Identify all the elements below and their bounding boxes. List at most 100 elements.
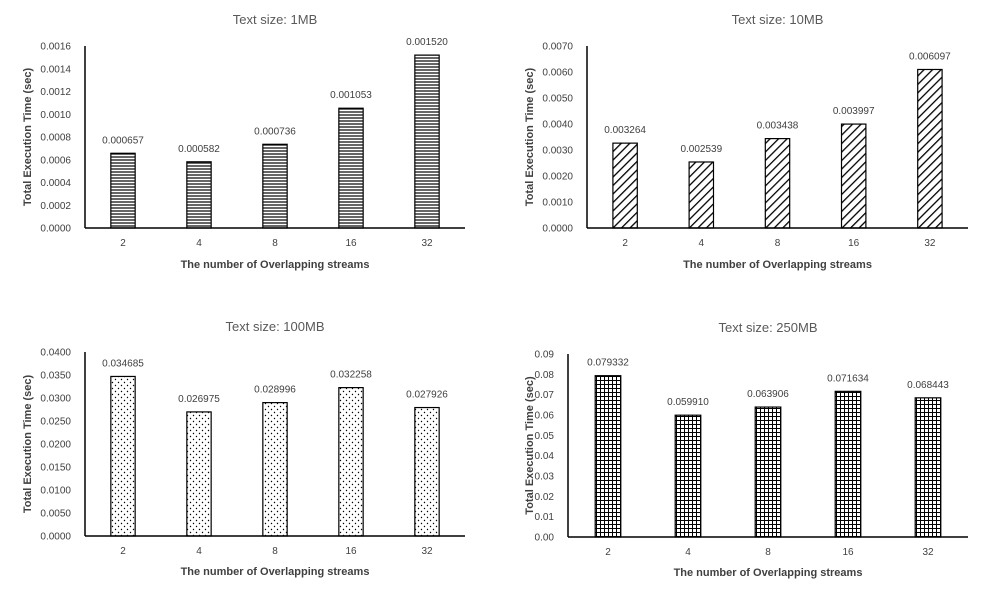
data-label: 0.003438 <box>757 121 799 132</box>
data-label: 0.000657 <box>102 135 144 146</box>
chart-title: Text size: 10MB <box>732 12 824 27</box>
bar <box>414 54 440 229</box>
y-tick-label: 0.02 <box>535 492 555 503</box>
bar <box>338 387 364 537</box>
y-tick-label: 0.0016 <box>40 42 71 53</box>
x-tick-label: 2 <box>622 238 628 249</box>
y-tick-label: 0.0010 <box>40 110 71 121</box>
y-tick-label: 0.0000 <box>542 224 573 235</box>
chart-250mb: Text size: 250MB The number of Overlappi… <box>524 320 968 579</box>
data-label: 0.034685 <box>102 358 144 369</box>
y-tick-label: 0.0002 <box>40 201 71 212</box>
y-tick-label: 0.08 <box>535 370 555 381</box>
y-tick-label: 0.0100 <box>40 486 71 497</box>
x-axis-label: The number of Overlapping streams <box>683 259 872 271</box>
x-tick-label: 4 <box>699 238 705 249</box>
y-tick-label: 0.05 <box>535 431 555 442</box>
y-tick-label: 0.06 <box>535 411 555 422</box>
bar <box>262 143 288 229</box>
y-tick-label: 0.0040 <box>542 120 573 131</box>
x-tick-label: 8 <box>765 547 771 558</box>
bar <box>110 375 136 537</box>
data-label: 0.003264 <box>604 125 646 136</box>
bar <box>840 123 867 229</box>
bar <box>834 390 862 538</box>
y-tick-label: 0.0200 <box>40 440 71 451</box>
y-axis-label: Total Execution Time (sec) <box>524 67 536 206</box>
bar <box>674 414 702 538</box>
bar <box>338 107 364 229</box>
x-axis-label: The number of Overlapping streams <box>181 259 370 271</box>
y-tick-label: 0.0030 <box>542 146 573 157</box>
y-axis-label: Total Execution Time (sec) <box>22 374 34 513</box>
chart-1mb: Text size: 1MB The number of Overlapping… <box>22 12 465 271</box>
x-tick-label: 32 <box>922 547 934 558</box>
y-tick-label: 0.0070 <box>542 42 573 53</box>
bar <box>186 161 212 229</box>
data-label: 0.002539 <box>680 144 722 155</box>
x-tick-label: 2 <box>120 238 126 249</box>
x-axis-label: The number of Overlapping streams <box>181 566 370 578</box>
y-axis-label: Total Execution Time (sec) <box>22 67 34 206</box>
bar <box>110 152 136 229</box>
x-tick-label: 2 <box>120 546 126 557</box>
x-tick-label: 4 <box>196 238 202 249</box>
x-tick-label: 8 <box>775 238 781 249</box>
data-label: 0.006097 <box>909 51 951 62</box>
y-tick-label: 0.0000 <box>40 224 71 235</box>
x-tick-label: 32 <box>924 238 936 249</box>
chart-10mb: Text size: 10MB The number of Overlappin… <box>524 12 968 271</box>
chart-title: Text size: 100MB <box>226 319 325 334</box>
x-tick-label: 32 <box>421 238 433 249</box>
data-label: 0.028996 <box>254 385 296 396</box>
bar <box>688 161 715 229</box>
y-tick-label: 0.00 <box>535 533 555 544</box>
y-tick-label: 0.0008 <box>40 133 71 144</box>
bar <box>186 411 212 537</box>
bar <box>764 138 791 229</box>
y-tick-label: 0.0020 <box>542 172 573 183</box>
x-tick-label: 32 <box>421 546 433 557</box>
data-label: 0.000582 <box>178 144 220 155</box>
chart-100mb: Text size: 100MB The number of Overlappi… <box>22 319 465 578</box>
x-tick-label: 16 <box>345 238 357 249</box>
y-tick-label: 0.04 <box>535 451 555 462</box>
data-label: 0.032258 <box>330 370 372 381</box>
data-label: 0.027926 <box>406 390 448 401</box>
bar <box>754 406 782 538</box>
data-label: 0.000736 <box>254 126 296 137</box>
data-label: 0.071634 <box>827 373 869 384</box>
y-tick-label: 0.0250 <box>40 417 71 428</box>
data-label: 0.063906 <box>747 389 789 400</box>
y-tick-label: 0.0400 <box>40 348 71 359</box>
y-tick-label: 0.0050 <box>542 94 573 105</box>
data-label: 0.026975 <box>178 394 220 405</box>
x-tick-label: 4 <box>685 547 691 558</box>
bar <box>612 142 638 229</box>
y-tick-label: 0.0000 <box>40 532 71 543</box>
y-tick-label: 0.0010 <box>542 198 573 209</box>
data-label: 0.001053 <box>330 90 372 101</box>
data-label: 0.001520 <box>406 37 448 48</box>
x-tick-label: 16 <box>345 546 357 557</box>
bar <box>262 402 288 537</box>
y-tick-label: 0.07 <box>535 390 555 401</box>
y-tick-label: 0.09 <box>535 350 555 361</box>
chart-title: Text size: 1MB <box>233 12 318 27</box>
y-tick-label: 0.0060 <box>542 68 573 79</box>
chart-title: Text size: 250MB <box>719 320 818 335</box>
x-tick-label: 4 <box>196 546 202 557</box>
x-tick-label: 16 <box>848 238 860 249</box>
y-tick-label: 0.0300 <box>40 394 71 405</box>
data-label: 0.068443 <box>907 380 949 391</box>
x-axis-label: The number of Overlapping streams <box>674 567 863 579</box>
bar <box>917 68 943 229</box>
x-tick-label: 16 <box>842 547 854 558</box>
y-tick-label: 0.0050 <box>40 509 71 520</box>
y-tick-label: 0.0014 <box>40 64 71 75</box>
x-tick-label: 2 <box>605 547 611 558</box>
y-tick-label: 0.0006 <box>40 155 71 166</box>
y-tick-label: 0.0004 <box>40 178 71 189</box>
data-label: 0.079332 <box>587 358 629 369</box>
